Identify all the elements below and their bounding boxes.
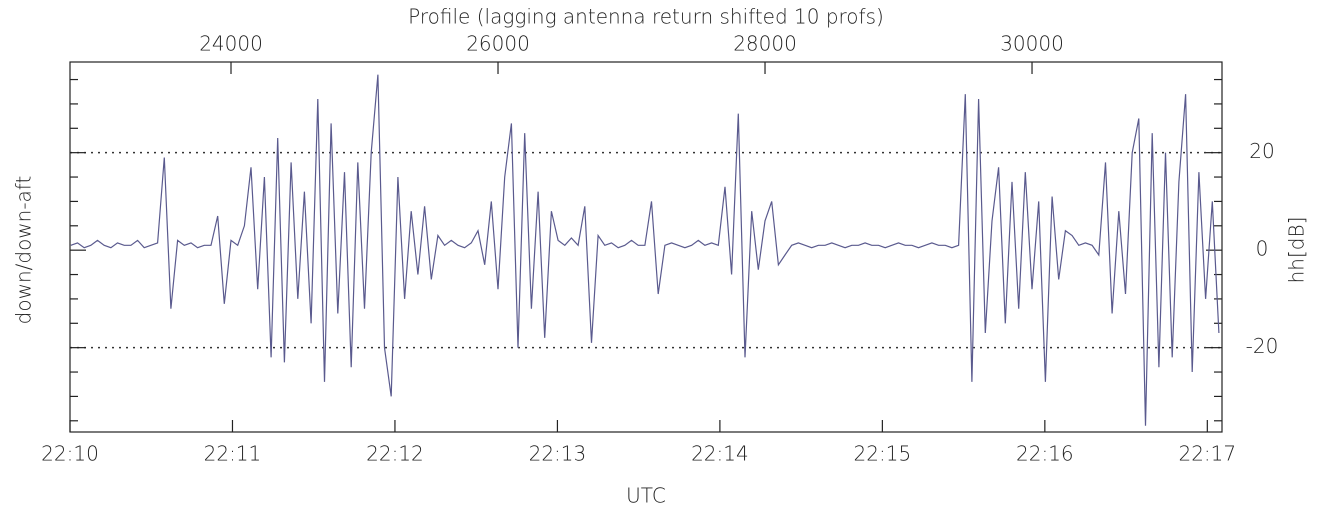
- x-axis-label: UTC: [626, 484, 666, 508]
- bottom-tick-label: 22:16: [1016, 442, 1074, 466]
- right-tick-label: 0: [1256, 237, 1269, 261]
- top-tick-label: 26000: [466, 32, 530, 56]
- data-line: [70, 74, 1220, 426]
- bottom-tick-label: 22:10: [41, 442, 99, 466]
- right-tick-label: -20: [1246, 334, 1279, 358]
- top-tick-label: 24000: [199, 32, 263, 56]
- bottom-tick-label: 22:17: [1178, 442, 1236, 466]
- plot-frame: [69, 61, 1223, 433]
- y2-axis-label: hh[dB]: [1285, 217, 1309, 284]
- bottom-tick-label: 22:12: [366, 442, 424, 466]
- bottom-tick-label: 22:11: [204, 442, 262, 466]
- chart-title: Profile (lagging antenna return shifted …: [408, 5, 884, 29]
- bottom-tick-label: 22:13: [529, 442, 587, 466]
- top-tick-label: 30000: [1000, 32, 1064, 56]
- top-tick-label: 28000: [733, 32, 797, 56]
- right-tick-label: 20: [1249, 139, 1274, 163]
- bottom-tick-label: 22:15: [854, 442, 912, 466]
- y-axis-label: down/down-aft: [12, 176, 36, 325]
- bottom-tick-label: 22:14: [691, 442, 749, 466]
